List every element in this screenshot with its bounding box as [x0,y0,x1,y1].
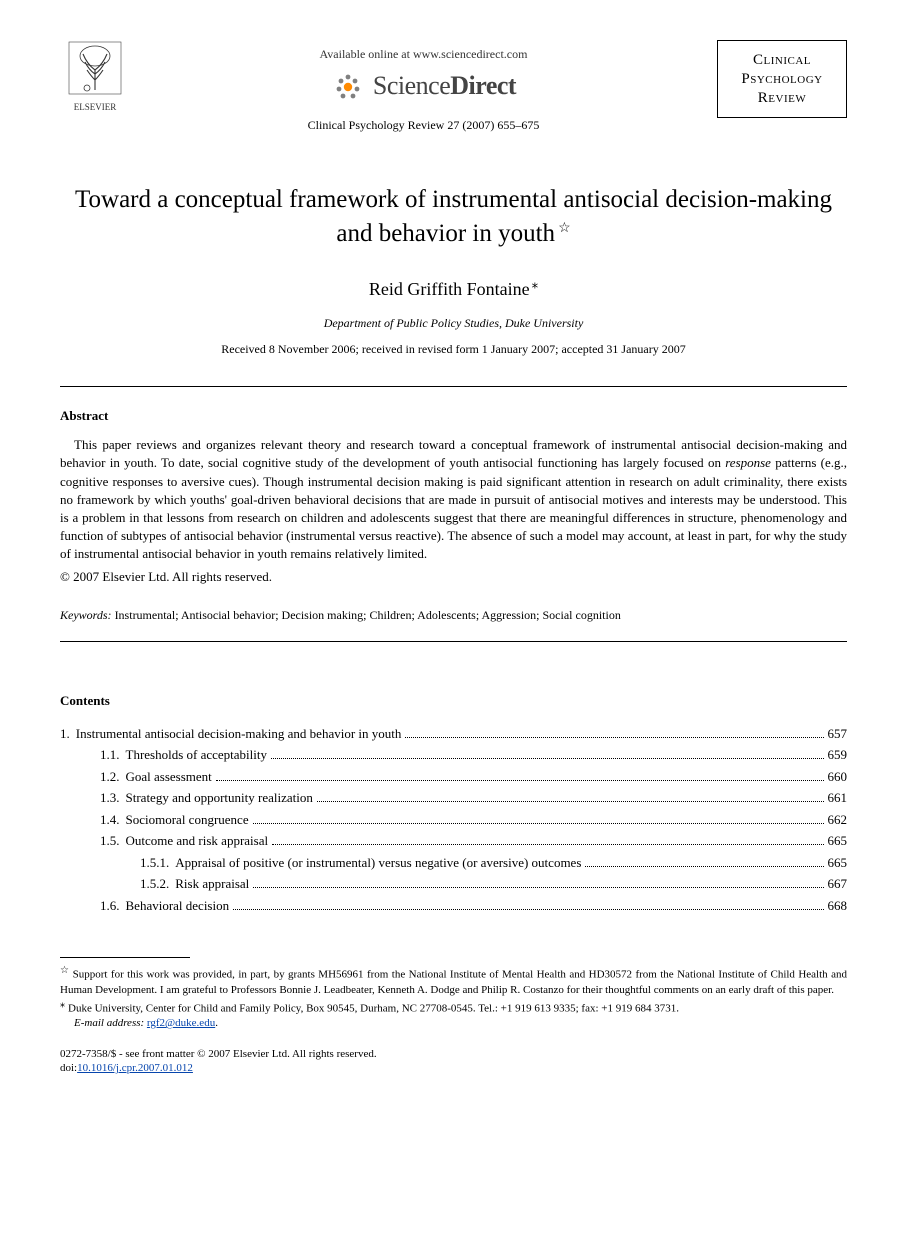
footnote-email: E-mail address: rgf2@duke.edu. [60,1016,847,1031]
toc-number: 1.5. [100,831,120,851]
toc-number: 1. [60,724,70,744]
asterisk-icon: ⁎ [60,999,65,1010]
affiliation: Department of Public Policy Studies, Duk… [60,315,847,331]
elsevier-logo: ELSEVIER [60,40,130,113]
toc-dots [253,887,823,888]
sciencedirect-logo: ScienceDirect [130,68,717,103]
toc-text: Strategy and opportunity realization [120,788,313,808]
keywords-text: Instrumental; Antisocial behavior; Decis… [115,608,621,622]
toc-number: 1.5.1. [140,853,169,873]
authors: Reid Griffith Fontaine⁎ [60,275,847,301]
journal-box-line: Review [724,89,840,108]
sd-wordmark-light: Science [373,71,450,100]
sd-burst-icon [331,69,365,103]
abstract-heading: Abstract [60,407,847,425]
sciencedirect-block: Available online at www.sciencedirect.co… [130,40,717,133]
sd-wordmark-bold: Direct [450,71,516,100]
toc-page: 662 [828,810,848,830]
email-link[interactable]: rgf2@duke.edu [147,1017,215,1029]
page-header: ELSEVIER Available online at www.science… [60,40,847,133]
toc-dots [233,909,823,910]
journal-box-line: Clinical [724,51,840,70]
title-block: Toward a conceptual framework of instrum… [60,183,847,251]
toc-page: 665 [828,853,848,873]
divider [60,641,847,642]
toc-page: 665 [828,831,848,851]
toc-row: 1.5.2.Risk appraisal 667 [60,874,847,894]
toc-row: 1.Instrumental antisocial decision-makin… [60,724,847,744]
toc-text: Sociomoral congruence [120,810,249,830]
doi-link[interactable]: 10.1016/j.cpr.2007.01.012 [77,1062,193,1074]
toc-number: 1.5.2. [140,874,169,894]
toc-row: 1.5.Outcome and risk appraisal 665 [60,831,847,851]
doi-label: doi: [60,1062,77,1074]
toc-text: Goal assessment [120,767,212,787]
toc-number: 1.3. [100,788,120,808]
toc-page: 657 [828,724,848,744]
contents-heading: Contents [60,692,847,710]
toc-number: 1.6. [100,896,120,916]
footnote-corresponding: ⁎Duke University, Center for Child and F… [60,998,847,1017]
footnotes-rule [60,957,190,958]
toc-dots [253,823,824,824]
toc-page: 660 [828,767,848,787]
footnote-funding-text: Support for this work was provided, in p… [60,969,847,996]
copyright-line: © 2007 Elsevier Ltd. All rights reserved… [60,568,847,586]
toc-dots [585,866,823,867]
toc-page: 668 [828,896,848,916]
toc-dots [405,737,823,738]
toc-text: Thresholds of acceptability [120,745,268,765]
author-name: Reid Griffith Fontaine [369,279,530,299]
toc-row: 1.4.Sociomoral congruence 662 [60,810,847,830]
sd-wordmark: ScienceDirect [373,68,516,103]
footnote-funding: ☆Support for this work was provided, in … [60,964,847,997]
abstract-text: This paper reviews and organizes relevan… [60,436,847,563]
journal-reference: Clinical Psychology Review 27 (2007) 655… [130,117,717,133]
toc-row: 1.2.Goal assessment 660 [60,767,847,787]
keywords-label: Keywords: [60,608,112,622]
toc-page: 661 [828,788,848,808]
toc-dots [317,801,824,802]
abstract-block: Abstract This paper reviews and organize… [60,407,847,585]
toc-text: Behavioral decision [120,896,230,916]
toc-text: Appraisal of positive (or instrumental) … [169,853,581,873]
toc-number: 1.1. [100,745,120,765]
corresponding-mark-icon: ⁎ [532,276,539,291]
toc-number: 1.2. [100,767,120,787]
keywords-block: Keywords: Instrumental; Antisocial behav… [60,607,847,623]
toc-dots [272,844,823,845]
star-icon: ☆ [60,965,70,976]
toc-row: 1.5.1.Appraisal of positive (or instrume… [60,853,847,873]
issn-line: 0272-7358/$ - see front matter © 2007 El… [60,1047,847,1061]
issn-block: 0272-7358/$ - see front matter © 2007 El… [60,1047,847,1076]
toc-page: 667 [828,874,848,894]
journal-title-box: Clinical Psychology Review [717,40,847,118]
toc-page: 659 [828,745,848,765]
table-of-contents: 1.Instrumental antisocial decision-makin… [60,724,847,916]
toc-row: 1.3.Strategy and opportunity realization… [60,788,847,808]
toc-row: 1.6.Behavioral decision 668 [60,896,847,916]
footnote-corr-text: Duke University, Center for Child and Fa… [68,1002,679,1014]
journal-box-line: Psychology [724,70,840,89]
toc-text: Risk appraisal [169,874,249,894]
paper-title: Toward a conceptual framework of instrum… [60,183,847,251]
elsevier-tree-icon [67,40,123,96]
article-dates: Received 8 November 2006; received in re… [60,341,847,357]
title-text: Toward a conceptual framework of instrum… [75,186,832,247]
title-star-icon: ☆ [558,221,571,236]
toc-dots [216,780,824,781]
elsevier-label: ELSEVIER [60,101,130,113]
email-label: E-mail address: [74,1017,144,1029]
toc-dots [271,758,823,759]
divider [60,386,847,387]
toc-row: 1.1.Thresholds of acceptability 659 [60,745,847,765]
toc-text: Outcome and risk appraisal [120,831,269,851]
toc-text: Instrumental antisocial decision-making … [70,724,402,744]
toc-number: 1.4. [100,810,120,830]
doi-line: doi:10.1016/j.cpr.2007.01.012 [60,1061,847,1075]
available-online-text: Available online at www.sciencedirect.co… [130,46,717,62]
